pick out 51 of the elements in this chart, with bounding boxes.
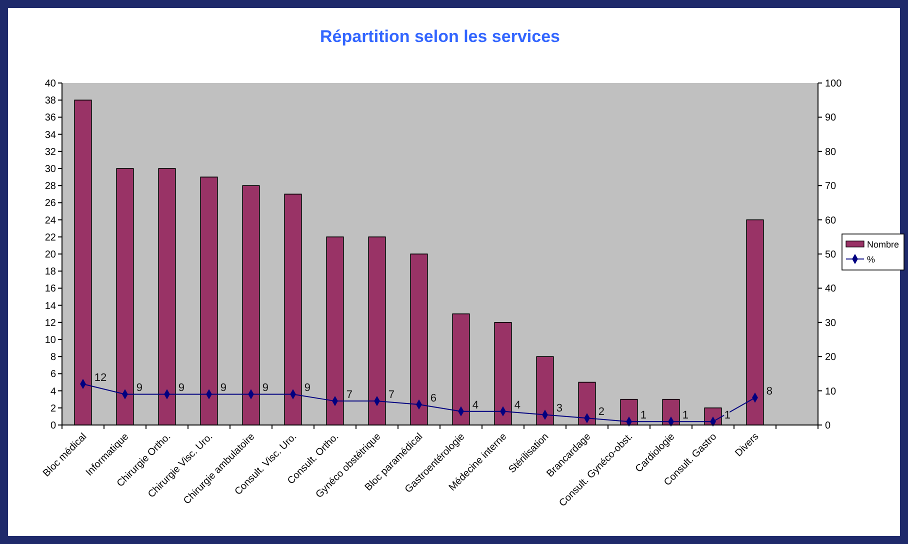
data-label: 3 <box>556 402 563 415</box>
y-tick-label: 26 <box>44 198 56 210</box>
data-label: 9 <box>178 382 185 394</box>
y2-tick-label: 40 <box>825 284 837 295</box>
legend-label: Nombre <box>867 240 900 250</box>
data-label: 12 <box>94 372 107 384</box>
y-tick-label: 12 <box>44 318 56 329</box>
data-label: 6 <box>430 392 437 404</box>
y2-tick-label: 0 <box>825 420 831 432</box>
data-label: 9 <box>304 382 311 394</box>
y-tick-label: 16 <box>44 284 56 295</box>
y2-tick-label: 60 <box>825 215 837 226</box>
y-tick-label: 2 <box>50 403 56 414</box>
legend-label: % <box>867 254 876 264</box>
y-tick-label: 6 <box>50 369 56 380</box>
y2-tick-label: 30 <box>825 318 837 329</box>
y-tick-label: 14 <box>44 300 56 312</box>
data-label: 9 <box>136 382 143 394</box>
y-tick-label: 40 <box>44 78 56 90</box>
y-tick-label: 30 <box>44 164 56 175</box>
data-label: 9 <box>262 382 269 394</box>
y2-tick-label: 70 <box>825 181 837 192</box>
y-tick-label: 18 <box>44 266 56 278</box>
y-tick-label: 10 <box>44 335 56 346</box>
y-tick-label: 0 <box>50 420 56 432</box>
chart-title: Répartition selon les services <box>320 27 560 46</box>
y-tick-label: 34 <box>44 130 56 141</box>
y-tick-label: 22 <box>44 232 56 244</box>
y-tick-label: 8 <box>50 352 56 364</box>
y2-tick-label: 80 <box>825 146 837 158</box>
data-label: 4 <box>472 399 479 412</box>
y-tick-label: 24 <box>44 215 56 226</box>
y2-tick-label: 50 <box>825 250 837 260</box>
y-tick-label: 28 <box>44 181 56 192</box>
data-label: 9 <box>220 382 227 394</box>
data-label: 2 <box>598 406 605 418</box>
data-label: 1 <box>682 410 689 422</box>
data-label: 7 <box>388 389 395 402</box>
data-label: 1 <box>640 410 647 422</box>
y-tick-label: 32 <box>44 146 56 158</box>
y-tick-label: 20 <box>44 250 56 260</box>
y2-tick-label: 100 <box>825 78 842 90</box>
y2-tick-label: 20 <box>825 352 837 364</box>
data-label: 7 <box>346 389 353 402</box>
y2-tick-label: 10 <box>825 386 837 398</box>
data-label: 4 <box>514 399 521 412</box>
y-tick-label: 4 <box>50 386 56 398</box>
y-tick-label: 36 <box>44 112 56 124</box>
y2-tick-label: 90 <box>825 112 837 124</box>
data-label: 8 <box>766 386 773 398</box>
y-tick-label: 38 <box>44 96 56 107</box>
